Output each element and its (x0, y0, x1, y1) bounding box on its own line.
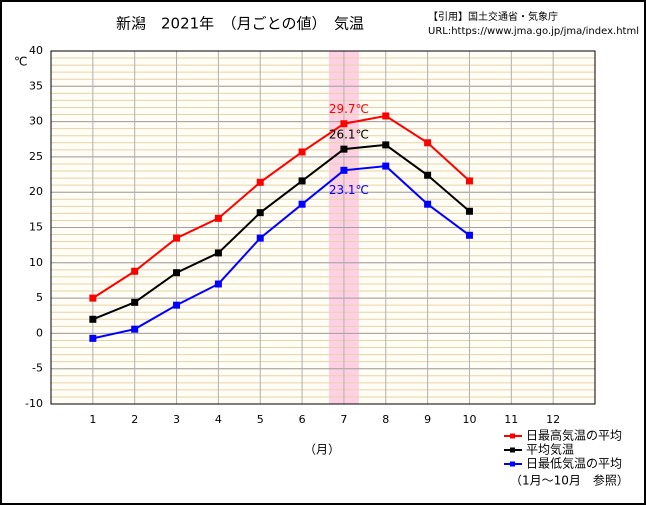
data-point (89, 334, 97, 342)
x-tick-label: 9 (424, 413, 431, 426)
x-tick-label: 3 (173, 413, 180, 426)
data-point (214, 249, 222, 257)
series-line (92, 143, 471, 321)
data-point (173, 301, 181, 309)
x-tick-label: 6 (299, 413, 306, 426)
y-tick-label: 10 (29, 256, 43, 269)
legend-label: 平均気温 (526, 442, 574, 457)
source: 【引用】国土交通省・気象庁 (428, 10, 558, 23)
y-tick-label: 25 (29, 150, 43, 163)
x-axis-label: （月） (304, 443, 340, 457)
data-point (173, 269, 181, 277)
y-tick-label: 40 (29, 44, 43, 57)
data-point (424, 139, 432, 147)
y-axis-label: ℃ (14, 55, 27, 69)
legend-label: 日最低気温の平均 (526, 456, 622, 471)
series-line (92, 114, 471, 299)
data-point (340, 145, 348, 153)
y-tick-label: -10 (25, 397, 43, 410)
y-tick-label: 5 (36, 291, 43, 304)
data-label: 29.7℃ (329, 102, 369, 116)
legend-marker (510, 447, 515, 453)
legend-marker (510, 433, 515, 439)
x-tick-label: 4 (215, 413, 222, 426)
data-point (298, 200, 306, 208)
data-point (89, 315, 97, 323)
x-tick-label: 11 (504, 413, 518, 426)
y-tick-label: 15 (29, 221, 43, 234)
x-tick-label: 10 (462, 413, 476, 426)
y-tick-label: 20 (29, 185, 43, 198)
data-point (424, 200, 432, 208)
data-point (465, 231, 473, 239)
data-point (424, 171, 432, 179)
data-point (256, 209, 264, 217)
data-point (89, 294, 97, 302)
data-point (382, 141, 390, 149)
data-point (340, 120, 348, 128)
y-tick-label: -5 (32, 362, 43, 375)
data-point (131, 298, 139, 306)
data-point (131, 325, 139, 333)
data-point (298, 148, 306, 156)
data-point (131, 267, 139, 275)
series-line (92, 165, 471, 340)
source-url: URL:https://www.jma.go.jp/jma/index.html (428, 26, 639, 37)
y-tick-label: 0 (36, 326, 43, 339)
data-point (256, 178, 264, 186)
data-point (340, 166, 348, 174)
x-tick-label: 8 (382, 413, 389, 426)
data-point (214, 214, 222, 222)
x-tick-label: 2 (131, 413, 138, 426)
data-label: 23.1℃ (329, 183, 369, 197)
data-point (465, 177, 473, 185)
data-point (173, 234, 181, 242)
data-point (214, 280, 222, 288)
note: （1月～10月 参照） (510, 473, 629, 488)
legend-marker (510, 461, 515, 467)
data-point (465, 207, 473, 215)
data-point (382, 112, 390, 120)
x-tick-label: 1 (89, 413, 96, 426)
data-point (256, 234, 264, 242)
x-tick-label: 7 (340, 413, 347, 426)
x-tick-label: 5 (257, 413, 264, 426)
chart-title: 新潟 2021年 （月ごとの値） 気温 (116, 15, 364, 33)
data-point (298, 177, 306, 185)
data-point (382, 162, 390, 170)
plot-border (50, 50, 596, 405)
x-tick-label: 12 (546, 413, 560, 426)
legend-label: 日最高気温の平均 (526, 428, 622, 443)
y-tick-label: 30 (29, 115, 43, 128)
data-label: 26.1℃ (329, 128, 369, 142)
y-tick-label: 35 (29, 79, 43, 92)
